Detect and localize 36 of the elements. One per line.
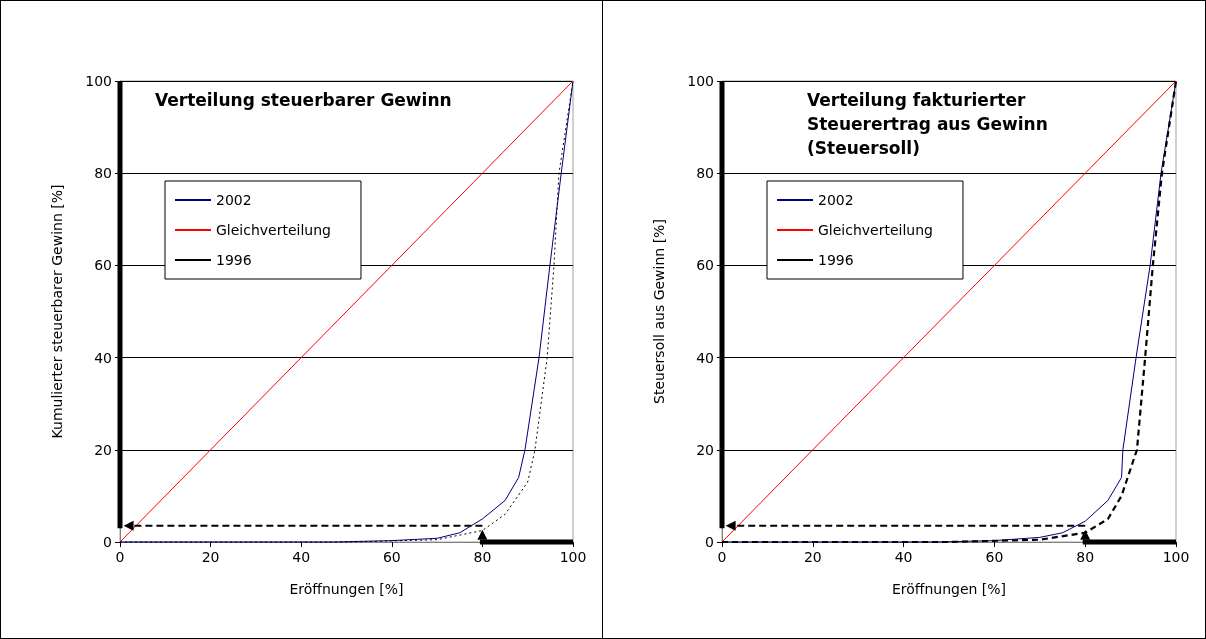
x-tick-label: 20 (201, 549, 220, 565)
y-tick-label: 20 (696, 441, 714, 458)
x-tick-label: 0 (717, 549, 727, 565)
y-tick-label: 60 (94, 257, 112, 274)
y-axis-title: Kumulierter steuerbarer Gewinn [%] (49, 184, 65, 439)
x-tick-label: 80 (1076, 549, 1095, 565)
y-tick-label: 60 (696, 257, 714, 274)
x-tick-label: 100 (559, 549, 587, 565)
y-axis-title: Steuersoll aus Gewinn [%] (651, 219, 667, 404)
y-tick-label: 0 (705, 534, 714, 550)
y-tick-label: 100 (85, 73, 112, 89)
y-tick-label: 20 (94, 441, 112, 458)
text: Verteilung steuerbarer Gewinn (155, 90, 452, 110)
y-tick-label: 0 (103, 534, 112, 550)
x-tick-label: 100 (1162, 549, 1190, 565)
y-tick-label: 100 (687, 73, 714, 89)
x-axis-title: Eröffnungen [%] (289, 581, 404, 597)
x-tick-label: 40 (292, 549, 311, 565)
legend-label: Gleichverteilung (818, 222, 933, 238)
text: Verteilung fakturierter Steuerertrag aus Gewinn (Steuersoll) (807, 90, 1054, 158)
x-axis-title: Eröffnungen [%] (891, 581, 1007, 597)
y-tick-label: 40 (696, 349, 714, 366)
x-tick-label: 60 (985, 549, 1004, 565)
legend-label: Gleichverteilung (216, 222, 331, 238)
legend-label: 1996 (818, 252, 854, 268)
legend-label: 2002 (216, 192, 252, 208)
x-tick-label: 0 (115, 549, 125, 565)
y-tick-label: 80 (94, 165, 112, 182)
y-tick-label: 40 (94, 349, 112, 366)
x-tick-label: 80 (473, 549, 492, 565)
x-tick-label: 40 (894, 549, 913, 565)
x-tick-label: 60 (382, 549, 401, 565)
x-tick-label: 20 (803, 549, 822, 565)
legend-label: 1996 (216, 252, 252, 268)
y-tick-label: 80 (696, 165, 714, 182)
legend-label: 2002 (818, 192, 854, 208)
